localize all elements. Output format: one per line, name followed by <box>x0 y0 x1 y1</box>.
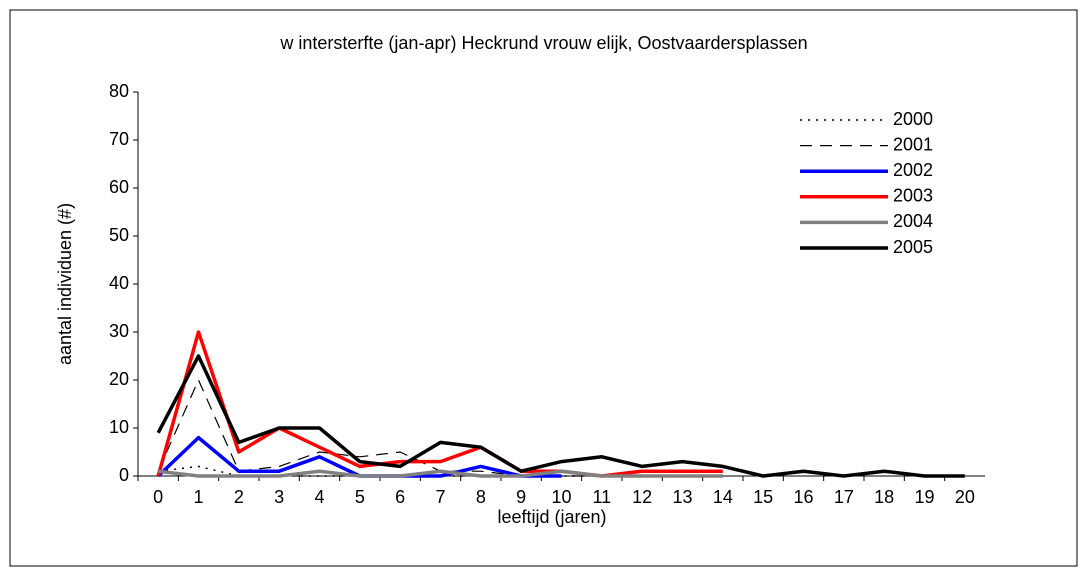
x-tick-label: 2 <box>234 487 244 507</box>
x-tick-label: 15 <box>753 487 773 507</box>
x-tick-label: 12 <box>632 487 652 507</box>
x-tick-label: 13 <box>672 487 692 507</box>
y-tick-label: 20 <box>109 369 129 389</box>
x-tick-label: 3 <box>274 487 284 507</box>
legend-label: 2005 <box>893 237 933 257</box>
x-tick-label: 8 <box>476 487 486 507</box>
x-tick-label: 5 <box>355 487 365 507</box>
y-tick-label: 60 <box>109 177 129 197</box>
x-tick-label: 20 <box>955 487 975 507</box>
y-tick-label: 30 <box>109 321 129 341</box>
legend-label: 2001 <box>893 134 933 154</box>
x-axis-label: leeftijd (jaren) <box>497 507 606 527</box>
x-tick-label: 10 <box>551 487 571 507</box>
x-tick-label: 11 <box>592 487 611 507</box>
series-line <box>156 354 965 478</box>
x-tick-label: 7 <box>435 487 445 507</box>
y-tick-label: 0 <box>119 465 129 485</box>
frame <box>9 9 1078 567</box>
x-tick-label: 4 <box>314 487 324 507</box>
y-tick-label: 50 <box>109 225 129 245</box>
x-tick-label: 16 <box>793 487 813 507</box>
series-line <box>156 330 723 478</box>
y-tick-label: 10 <box>109 417 129 437</box>
x-tick-label: 14 <box>713 487 733 507</box>
y-tick-label: 80 <box>109 81 129 101</box>
legend-label: 2003 <box>893 186 933 206</box>
x-tick-label: 1 <box>193 487 203 507</box>
y-axis-label: aantal individuen (#) <box>55 203 75 365</box>
legend-label: 2002 <box>893 160 933 180</box>
x-tick-label: 19 <box>914 487 934 507</box>
y-tick-label: 70 <box>109 129 129 149</box>
x-tick-label: 17 <box>834 487 854 507</box>
x-tick-label: 18 <box>874 487 894 507</box>
chart-title: w intersterfte (jan-apr) Heckrund vrouw … <box>279 33 807 53</box>
legend-label: 2000 <box>893 109 933 129</box>
series-line <box>157 469 723 478</box>
x-tick-label: 0 <box>153 487 163 507</box>
y-tick-label: 40 <box>109 273 129 293</box>
x-tick-label: 9 <box>516 487 526 507</box>
x-tick-label: 6 <box>395 487 405 507</box>
legend-label: 2004 <box>893 211 933 231</box>
